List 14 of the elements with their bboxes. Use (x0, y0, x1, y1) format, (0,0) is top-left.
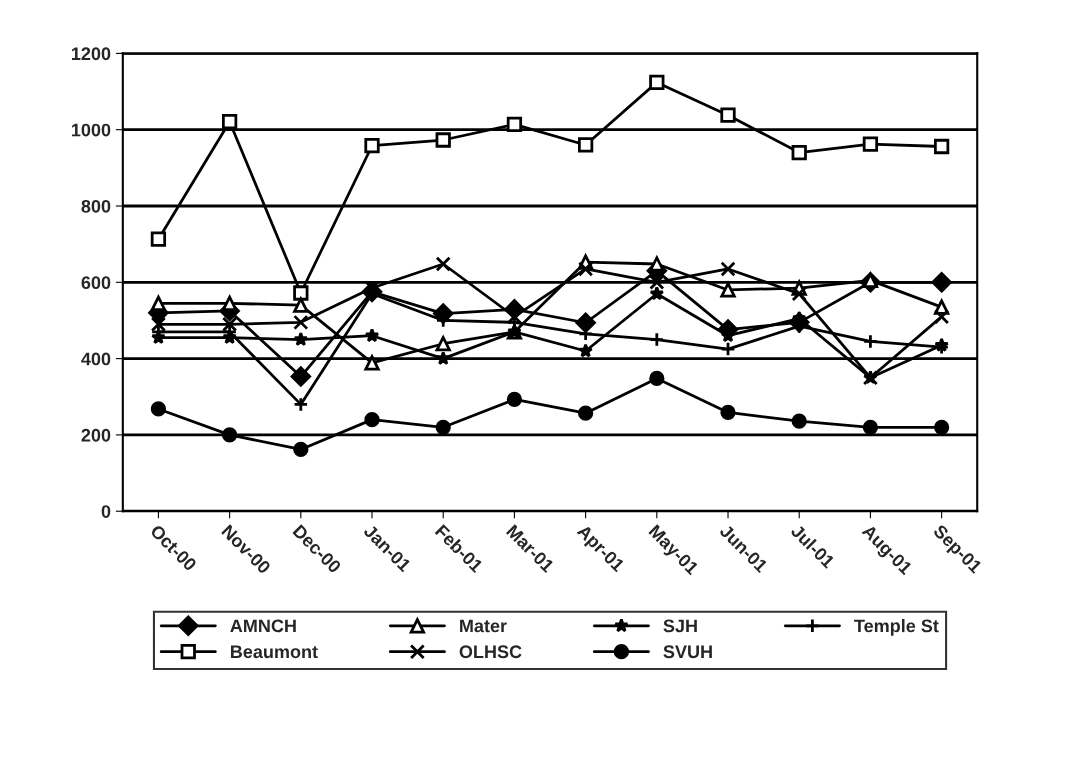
legend-label: SJH (663, 619, 697, 633)
legend-label: Beaumont (230, 645, 318, 659)
legend-label: Temple St (854, 619, 939, 636)
y-tick-label: 1200 (71, 47, 111, 61)
y-tick-label: 400 (81, 352, 111, 366)
legend-label: OLHSC (459, 645, 522, 659)
y-tick-label: 200 (81, 428, 111, 442)
y-tick-label: 0 (101, 505, 111, 518)
legend-label: Mater (460, 619, 507, 633)
y-tick-label: 1000 (71, 123, 111, 137)
y-tick-label: 800 (81, 199, 111, 213)
legend-label: SVUH (663, 645, 712, 659)
y-tick-label: 600 (81, 276, 111, 290)
legend-label: AMNCH (230, 619, 296, 633)
